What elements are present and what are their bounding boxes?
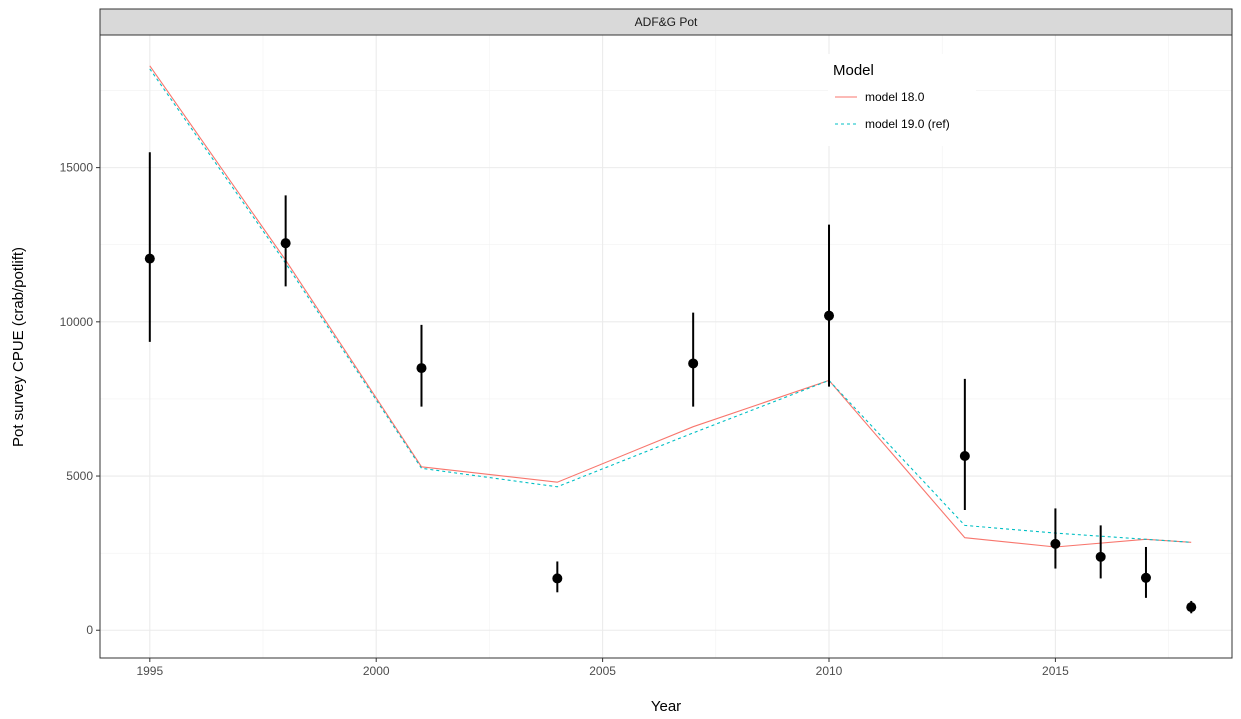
legend-title: Model <box>833 62 874 79</box>
legend-label-model-19: model 19.0 (ref) <box>865 117 950 131</box>
observed-point <box>959 450 970 461</box>
observed-point <box>1095 551 1106 562</box>
facet-strip <box>99 8 1233 36</box>
y-tick-label: 10000 <box>60 315 94 329</box>
facet-label: ADF&G Pot <box>635 15 698 29</box>
minor-gridlines <box>100 35 1232 658</box>
y-tick-label: 5000 <box>66 469 93 483</box>
x-tick-label: 2005 <box>589 664 616 678</box>
observed-point <box>1140 572 1151 583</box>
observed-point <box>824 310 835 321</box>
legend-label-model-18: model 18.0 <box>865 90 925 104</box>
observed-point <box>552 573 563 584</box>
series-line-model-19 <box>149 68 1192 543</box>
x-tick-label: 2015 <box>1042 664 1069 678</box>
observed-point <box>1050 538 1061 549</box>
x-axis: 1995 2000 2005 2010 2015 <box>136 658 1069 678</box>
y-tick-label: 15000 <box>60 161 94 175</box>
legend-background <box>828 54 976 146</box>
observed-point <box>1186 602 1197 613</box>
plot-panel <box>100 35 1232 658</box>
observed-points <box>144 152 1197 614</box>
y-tick-label: 0 <box>86 623 93 637</box>
x-tick-label: 2000 <box>363 664 390 678</box>
observed-point <box>280 238 291 249</box>
y-axis: 0 5000 10000 15000 <box>60 161 100 637</box>
observed-point <box>144 253 155 264</box>
y-axis-title: Pot survey CPUE (crab/potlift) <box>10 247 27 447</box>
observed-point <box>688 358 699 369</box>
observed-point <box>416 363 427 374</box>
legend: Model model 18.0 model 19.0 (ref) <box>828 54 976 146</box>
x-tick-label: 1995 <box>136 664 163 678</box>
x-tick-label: 2010 <box>816 664 843 678</box>
x-axis-title: Year <box>651 698 681 715</box>
plot-border <box>99 34 1233 659</box>
